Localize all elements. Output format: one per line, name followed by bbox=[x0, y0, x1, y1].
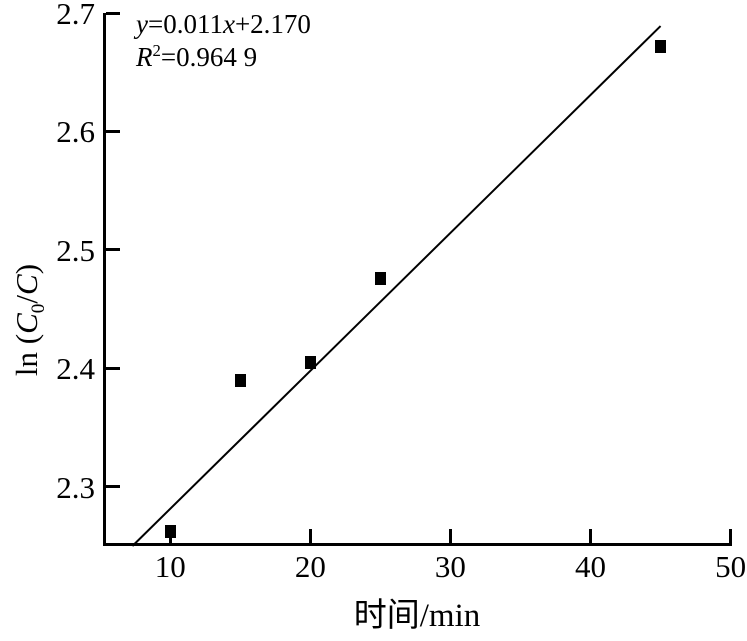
y-axis-line bbox=[103, 13, 106, 546]
trendline bbox=[131, 25, 662, 547]
data-point bbox=[304, 355, 316, 369]
equation-intercept: +2.170 bbox=[234, 9, 311, 39]
x-tick-label: 40 bbox=[575, 549, 606, 584]
r-squared-value: R2=0.964 9 bbox=[136, 41, 311, 74]
x-tick bbox=[729, 529, 733, 543]
y-title-c-symbol: C bbox=[9, 274, 44, 295]
equation-annotation: y=0.011x+2.170 R2=0.964 9 bbox=[136, 8, 311, 74]
r-exponent: 2 bbox=[152, 41, 161, 60]
x-tick-label: 30 bbox=[434, 549, 466, 584]
plot-area bbox=[103, 11, 733, 547]
y-title-c0-subscript: 0 bbox=[28, 303, 50, 314]
x-tick bbox=[589, 529, 592, 543]
r-symbol: R bbox=[136, 42, 153, 72]
y-tick bbox=[106, 11, 120, 15]
data-point bbox=[164, 525, 176, 539]
y-tick-label: 2.7 bbox=[56, 0, 95, 31]
equation-x-symbol: x bbox=[222, 9, 235, 39]
x-tick-label: 20 bbox=[294, 549, 326, 584]
x-axis-title: 时间/min bbox=[353, 598, 481, 634]
r-squared-number: =0.964 9 bbox=[160, 42, 258, 72]
y-tick bbox=[106, 248, 120, 252]
equation-y-symbol: y bbox=[136, 9, 148, 39]
y-title-c0-symbol: C bbox=[9, 313, 44, 334]
y-tick bbox=[106, 366, 120, 370]
y-title-divider: / bbox=[9, 294, 44, 304]
x-tick-label: 10 bbox=[154, 549, 186, 584]
data-point bbox=[234, 373, 246, 387]
x-tick bbox=[308, 529, 312, 543]
y-tick-label: 2.5 bbox=[56, 232, 95, 268]
y-tick-label: 2.6 bbox=[56, 114, 95, 150]
y-tick bbox=[106, 485, 120, 489]
regression-equation: y=0.011x+2.170 bbox=[136, 8, 311, 41]
equation-slope: =0.011 bbox=[147, 9, 223, 39]
y-tick-label: 2.4 bbox=[56, 351, 95, 387]
data-point bbox=[655, 39, 667, 53]
x-tick bbox=[448, 529, 452, 543]
data-point bbox=[374, 271, 386, 285]
x-axis-line bbox=[103, 543, 732, 546]
y-tick-label: 2.3 bbox=[56, 469, 95, 505]
x-tick-label: 50 bbox=[715, 549, 747, 584]
y-tick bbox=[106, 129, 120, 133]
